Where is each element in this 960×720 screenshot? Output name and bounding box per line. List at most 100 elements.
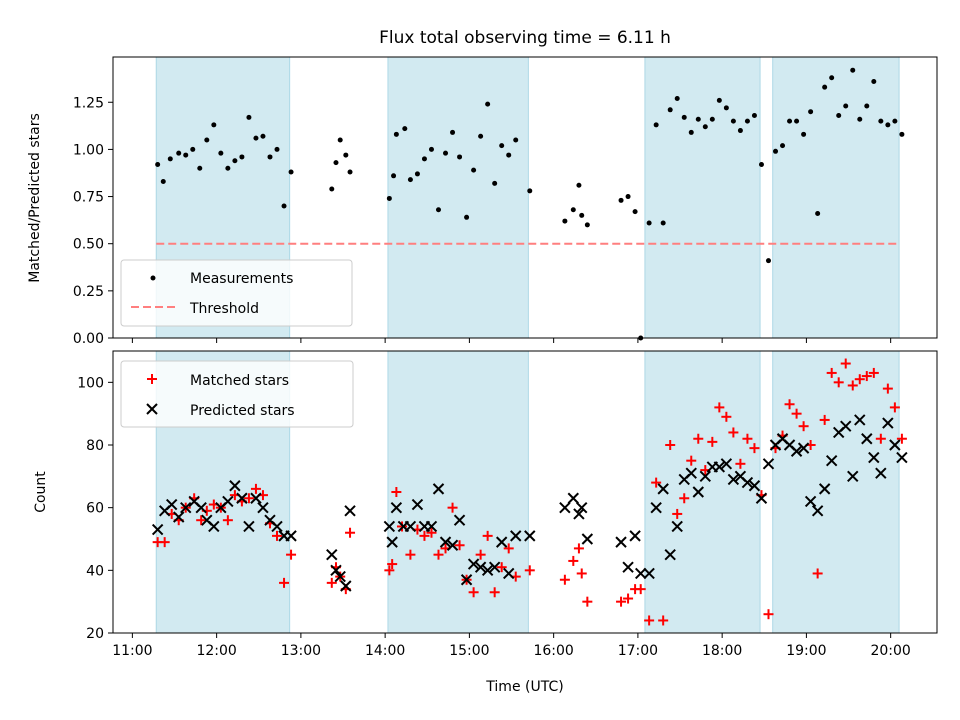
measurement-point	[435, 207, 441, 213]
matched-star-point	[784, 399, 795, 410]
observing-window	[644, 350, 761, 634]
bottom-y-tick-label: 20	[86, 626, 104, 642]
measurement-point	[499, 143, 505, 149]
predicted-star-stroke	[657, 483, 669, 495]
matched-star-point	[582, 596, 593, 607]
predicted-star-stroke	[896, 451, 908, 464]
legend-matched-marker	[147, 374, 157, 384]
predicted-star-stroke	[854, 414, 866, 426]
measurement-point	[836, 112, 842, 118]
measurement-point	[485, 101, 491, 107]
predicted-star-stroke	[635, 567, 647, 580]
measurement-point	[808, 109, 814, 115]
predicted-star-stroke	[741, 476, 754, 489]
predicted-star-stroke	[188, 495, 200, 508]
predicted-star-stroke	[567, 492, 580, 504]
matched-star-point	[665, 440, 676, 450]
measurement-point	[391, 173, 397, 179]
predicted-star-point	[481, 564, 494, 577]
matched-star-point	[326, 577, 337, 588]
measurement-point	[506, 152, 512, 158]
predicted-star-stroke	[264, 514, 276, 526]
measurement-point	[239, 154, 245, 160]
predicted-star-stroke	[573, 508, 585, 520]
measurement-point	[160, 178, 166, 184]
matched-star-point	[447, 502, 458, 513]
top-legend-box	[120, 259, 353, 327]
bottom-legend-box	[120, 360, 354, 428]
measurement-point	[744, 118, 750, 124]
predicted-star-point	[330, 564, 342, 577]
observing-window	[387, 350, 529, 634]
predicted-star-stroke	[467, 558, 480, 570]
predicted-star-point	[643, 567, 655, 580]
matched-star-point	[819, 414, 830, 425]
measurement-point	[730, 118, 736, 124]
predicted-star-point	[685, 467, 697, 479]
matched-star-point	[496, 562, 507, 573]
predicted-star-stroke	[229, 480, 241, 492]
measurement-point	[386, 195, 392, 201]
predicted-star-point	[524, 530, 536, 542]
measurement-point	[632, 209, 638, 215]
matched-star-point	[475, 549, 486, 560]
predicted-star-stroke	[847, 470, 859, 483]
legend-predicted-label: Predicted stars	[190, 403, 295, 419]
predicted-star-point	[271, 520, 283, 533]
predicted-star-point	[460, 574, 473, 586]
measurement-point	[167, 156, 173, 162]
predicted-star-point	[699, 470, 712, 483]
measurement-point	[471, 167, 477, 173]
predicted-star-point	[510, 530, 522, 542]
predicted-star-point	[195, 501, 207, 514]
predicted-star-stroke	[840, 420, 852, 432]
predicted-star-point	[151, 523, 164, 536]
measurement-point	[765, 258, 771, 264]
matched-star-point	[749, 443, 760, 454]
predicted-star-stroke	[488, 561, 501, 573]
measurement-point	[843, 103, 849, 109]
matched-star-point	[896, 433, 907, 444]
predicted-star-stroke	[720, 458, 733, 470]
measurement-point	[428, 146, 434, 152]
observing-window	[644, 56, 761, 339]
matched-star-point	[559, 574, 570, 585]
measurement-point	[579, 212, 585, 218]
predicted-star-stroke	[818, 483, 831, 495]
predicted-star-point	[635, 567, 647, 580]
predicted-star-point	[340, 580, 352, 592]
measurement-point	[576, 182, 582, 188]
matched-star-point	[159, 537, 170, 548]
matched-star-point	[798, 421, 809, 432]
x-tick-label: 18:00	[702, 643, 742, 659]
measurement-point	[443, 150, 449, 156]
measurement-point	[787, 118, 793, 124]
predicted-star-point	[818, 483, 831, 495]
predicted-star-stroke	[151, 523, 164, 536]
predicted-star-stroke	[334, 570, 346, 583]
predicted-star-point	[573, 508, 585, 520]
predicted-star-point	[847, 470, 859, 483]
predicted-star-point	[720, 458, 733, 470]
measurement-point	[801, 131, 807, 137]
x-tick-label: 15:00	[449, 643, 489, 659]
predicted-star-point	[383, 520, 396, 533]
matched-star-point	[222, 515, 233, 526]
observing-window	[772, 56, 900, 339]
predicted-star-point	[173, 511, 185, 523]
top-observing-windows	[155, 56, 900, 339]
predicted-star-point	[615, 536, 627, 548]
predicted-star-point	[671, 520, 683, 533]
predicted-star-stroke	[460, 574, 473, 586]
matched-star-point	[568, 555, 579, 566]
bottom-y-tick-label: 100	[77, 375, 104, 391]
predicted-star-point	[411, 498, 424, 511]
matched-star-point	[728, 427, 739, 438]
predicted-star-stroke	[257, 501, 269, 514]
bottom-y-tick-label: 80	[86, 438, 104, 454]
measurement-point	[478, 133, 484, 139]
predicted-star-stroke	[581, 533, 594, 545]
predicted-star-point	[488, 561, 501, 573]
predicted-star-point	[344, 505, 356, 517]
predicted-star-stroke	[776, 433, 789, 445]
